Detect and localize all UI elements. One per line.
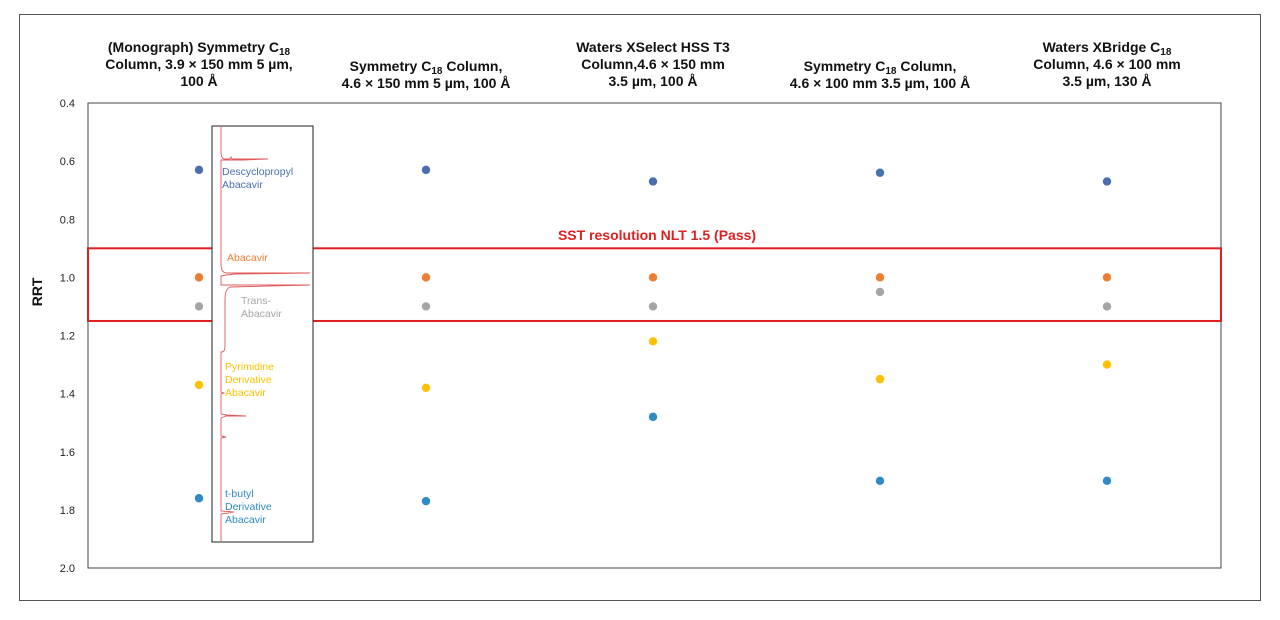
chart-frame [19,14,1261,601]
y-tick-label: 0.8 [60,214,75,226]
data-point [194,380,204,390]
chromatogram-annotation: Trans- [241,295,271,307]
chromatogram-annotation: Descyclopropyl [222,166,293,178]
column-title-part: 4.6 × 100 mm 3.5 µm, 100 Å [789,75,971,91]
y-tick-label: 2.0 [60,563,75,575]
column-title-line: Symmetry C18 Column, [311,58,541,77]
data-point [421,165,431,175]
column-title-line: Column, 4.6 × 100 mm [992,56,1222,73]
column-title-part: 3.5 µm, 100 Å [608,73,698,89]
column-title-part: Symmetry C [349,58,432,74]
data-point [648,273,658,282]
data-point [875,476,885,486]
data-point [648,412,658,422]
column-title-part: Waters XSelect HSS T3 [576,39,730,55]
data-point [421,383,431,393]
data-point [194,273,204,282]
column-title-line: Waters XSelect HSS T3 [538,39,768,56]
data-point [648,177,658,186]
column-title-part: 18 [1160,47,1172,58]
column-title-line: Waters XBridge C18 [992,39,1222,58]
column-title-part: 3.5 µm, 130 Å [1062,73,1152,89]
chromatogram-annotation: Abacavir [225,514,266,526]
column-title-line: (Monograph) Symmetry C18 [84,39,314,58]
column-title-line: 100 Å [84,73,314,90]
chromatogram-annotation: Abacavir [222,179,263,191]
data-point [875,374,885,384]
chromatogram-annotation: Pyrimidine [225,361,274,373]
column-title: Symmetry C18 Column, 4.6 × 150 mm 5 µm, 1… [311,58,541,92]
y-tick-label: 0.6 [60,156,75,168]
column-title-line: 4.6 × 100 mm 3.5 µm, 100 Å [765,75,995,92]
sst-highlight-box [87,247,1222,322]
column-title-part: Column, [442,58,503,74]
column-title-line: 4.6 × 150 mm 5 µm, 100 Å [311,75,541,92]
data-point [875,287,885,297]
data-point [648,337,658,346]
y-axis-label: RRT [29,277,45,306]
data-point [421,273,431,282]
sst-label: SST resolution NLT 1.5 (Pass) [558,227,756,243]
y-tick-label: 1.6 [60,447,75,459]
data-point [194,302,204,311]
y-tick-label: 0.4 [60,98,75,110]
data-point [1102,476,1112,486]
data-point [875,168,885,177]
column-title: Waters XSelect HSS T3 Column,4.6 × 150 mm… [538,39,768,90]
data-point [1102,177,1112,186]
column-title-line: 3.5 µm, 100 Å [538,73,768,90]
column-title: (Monograph) Symmetry C18 Column, 3.9 × 15… [84,39,314,90]
chromatogram-annotation: t-butyl [225,488,254,500]
column-title-line: Column,4.6 × 150 mm [538,56,768,73]
data-point [421,496,431,506]
column-title-line: 3.5 µm, 130 Å [992,73,1222,90]
column-title-part: 4.6 × 150 mm 5 µm, 100 Å [341,75,511,91]
column-title-part: Column,4.6 × 150 mm [581,56,725,72]
data-point [194,494,204,503]
column-title-part: Waters XBridge C [1042,39,1161,55]
column-title: Symmetry C18 Column, 4.6 × 100 mm 3.5 µm,… [765,58,995,92]
data-point [194,165,204,175]
chromatogram-annotation: Abacavir [225,387,266,399]
column-title-line: Symmetry C18 Column, [765,58,995,77]
column-title-part: 18 [279,47,291,58]
column-title-part: Column, 4.6 × 100 mm [1033,56,1181,72]
column-title-part: 18 [885,66,897,77]
y-tick-label: 1.8 [60,505,75,517]
column-title-part: (Monograph) Symmetry C [107,39,279,55]
data-point [875,273,885,282]
chromatogram-annotation: Derivative [225,374,272,386]
plot-area [87,102,1222,569]
chromatogram-trace [220,126,311,542]
y-tick-label: 1.2 [60,331,75,343]
data-point [421,302,431,311]
data-point [1102,302,1112,311]
y-tick-label: 1.4 [60,389,75,401]
column-title-part: 100 Å [180,73,218,89]
column-title-part: Column, [896,58,957,74]
column-title-part: Column, 3.9 × 150 mm 5 µm, [105,56,293,72]
column-title-part: 18 [431,66,443,77]
y-tick-label: 1.0 [60,272,75,284]
chromatogram-annotation: Abacavir [227,252,268,264]
column-title-line: Column, 3.9 × 150 mm 5 µm, [84,56,314,73]
data-point [1102,360,1112,369]
chromatogram-annotation: Abacavir [241,308,282,320]
column-title: Waters XBridge C18 Column, 4.6 × 100 mm 3.… [992,39,1222,90]
chromatogram-inset-box [211,125,314,543]
chromatogram-annotation: Derivative [225,501,272,513]
data-point [1102,273,1112,282]
column-title-part: Symmetry C [803,58,886,74]
data-point [648,302,658,311]
